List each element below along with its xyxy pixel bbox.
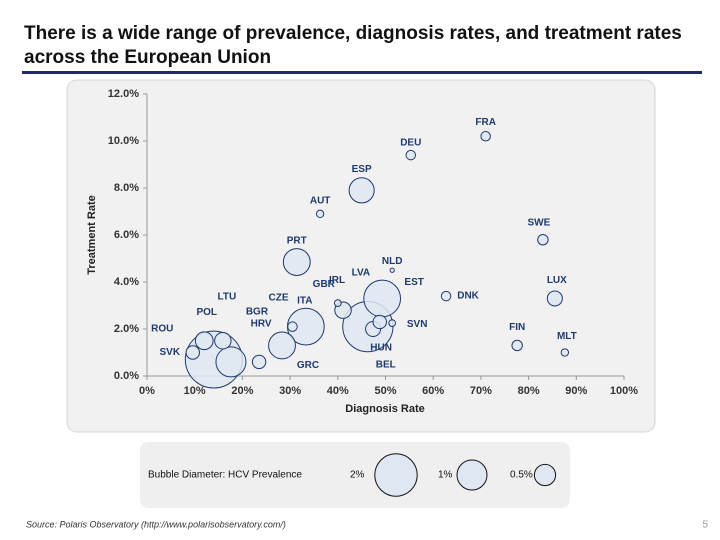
bubble — [546, 290, 563, 307]
y-tick-label: 2.0% — [114, 323, 139, 335]
x-tick-label: 40% — [327, 385, 349, 397]
bubble-label: PRT — [287, 236, 307, 247]
bubble-label: CZE — [268, 292, 288, 303]
bubble — [372, 314, 387, 330]
bubble-label: FRA — [475, 117, 496, 128]
bubble-label: FIN — [509, 322, 525, 333]
bubble-label: IRL — [329, 275, 345, 286]
bubble-label: POL — [196, 307, 217, 318]
bubble — [282, 248, 311, 276]
page-number: 5 — [702, 520, 708, 531]
bubble-label: ESP — [352, 164, 372, 175]
size-legend-bubble — [533, 463, 557, 487]
bubble-label: GBR — [313, 279, 336, 290]
y-tick-label: 12.0% — [108, 88, 139, 100]
bubble — [480, 131, 491, 142]
bubble-label: MLT — [557, 331, 577, 342]
size-legend-label: 0.5% — [510, 470, 533, 481]
bubble — [560, 348, 570, 357]
bubble-label: DEU — [400, 138, 421, 149]
bubble — [214, 332, 232, 350]
bubble-label: NLD — [382, 256, 403, 267]
size-legend-label: 2% — [350, 470, 365, 481]
bubble — [185, 345, 201, 360]
bubble-label: HRV — [251, 319, 272, 330]
bubble-label: GRC — [297, 360, 319, 371]
bubble-label: AUT — [310, 195, 331, 206]
bubble-label: LUX — [547, 275, 567, 286]
y-tick-label: 4.0% — [114, 276, 139, 288]
size-legend-label: 1% — [438, 470, 453, 481]
x-tick-label: 0% — [139, 385, 155, 397]
bubble — [511, 339, 523, 352]
bubble — [315, 209, 325, 219]
y-tick-label: 8.0% — [114, 182, 139, 194]
bubble — [405, 149, 417, 161]
y-axis-label: Treatment Rate — [86, 195, 98, 274]
chart-panel — [66, 79, 656, 433]
bubble-label: SWE — [528, 217, 551, 228]
source: Source: Polaris Observatory (http://www.… — [26, 519, 286, 529]
bubble — [389, 267, 395, 273]
bubble-label: BEL — [376, 360, 396, 371]
x-tick-label: 10% — [184, 385, 206, 397]
bubble-label: LTU — [217, 291, 236, 302]
size-legend-title: Bubble Diameter: HCV Prevalence — [148, 470, 302, 481]
y-tick-label: 6.0% — [114, 229, 139, 241]
bubble-label: SVK — [160, 347, 181, 358]
bubble — [348, 177, 375, 204]
x-tick-label: 80% — [518, 385, 540, 397]
size-legend-bubble — [374, 453, 418, 497]
x-axis-label: Diagnosis Rate — [345, 403, 424, 415]
bubble-label: ITA — [297, 295, 312, 306]
x-tick-label: 90% — [565, 385, 587, 397]
bubble-label: DNK — [457, 291, 479, 302]
x-tick-label: 50% — [374, 385, 396, 397]
bubble-label: HUN — [370, 343, 392, 354]
title-rule — [22, 71, 702, 74]
bubble-label: ROU — [151, 323, 173, 334]
bubble — [333, 299, 342, 308]
x-tick-label: 70% — [470, 385, 492, 397]
bubble — [251, 354, 267, 370]
size-legend-bubble — [456, 459, 488, 491]
x-tick-label: 60% — [422, 385, 444, 397]
bubble-label: BGR — [246, 307, 269, 318]
bubble-label: SVN — [407, 319, 428, 330]
legend-panel — [140, 442, 570, 508]
bubble — [440, 290, 452, 302]
bubble — [268, 331, 296, 360]
x-tick-label: 100% — [610, 385, 638, 397]
bubble — [194, 331, 214, 351]
bubble — [363, 279, 402, 318]
bubble-label: LVA — [352, 267, 371, 278]
x-tick-label: 20% — [231, 385, 253, 397]
bubble-label: EST — [404, 277, 423, 288]
slide-title: There is a wide range of prevalence, dia… — [24, 23, 682, 68]
y-tick-label: 10.0% — [108, 135, 139, 147]
x-tick-label: 30% — [279, 385, 301, 397]
bubble — [537, 234, 549, 246]
bubble — [215, 346, 247, 378]
y-tick-label: 0.0% — [114, 370, 139, 382]
bubble — [388, 319, 397, 327]
bubble — [287, 321, 298, 332]
